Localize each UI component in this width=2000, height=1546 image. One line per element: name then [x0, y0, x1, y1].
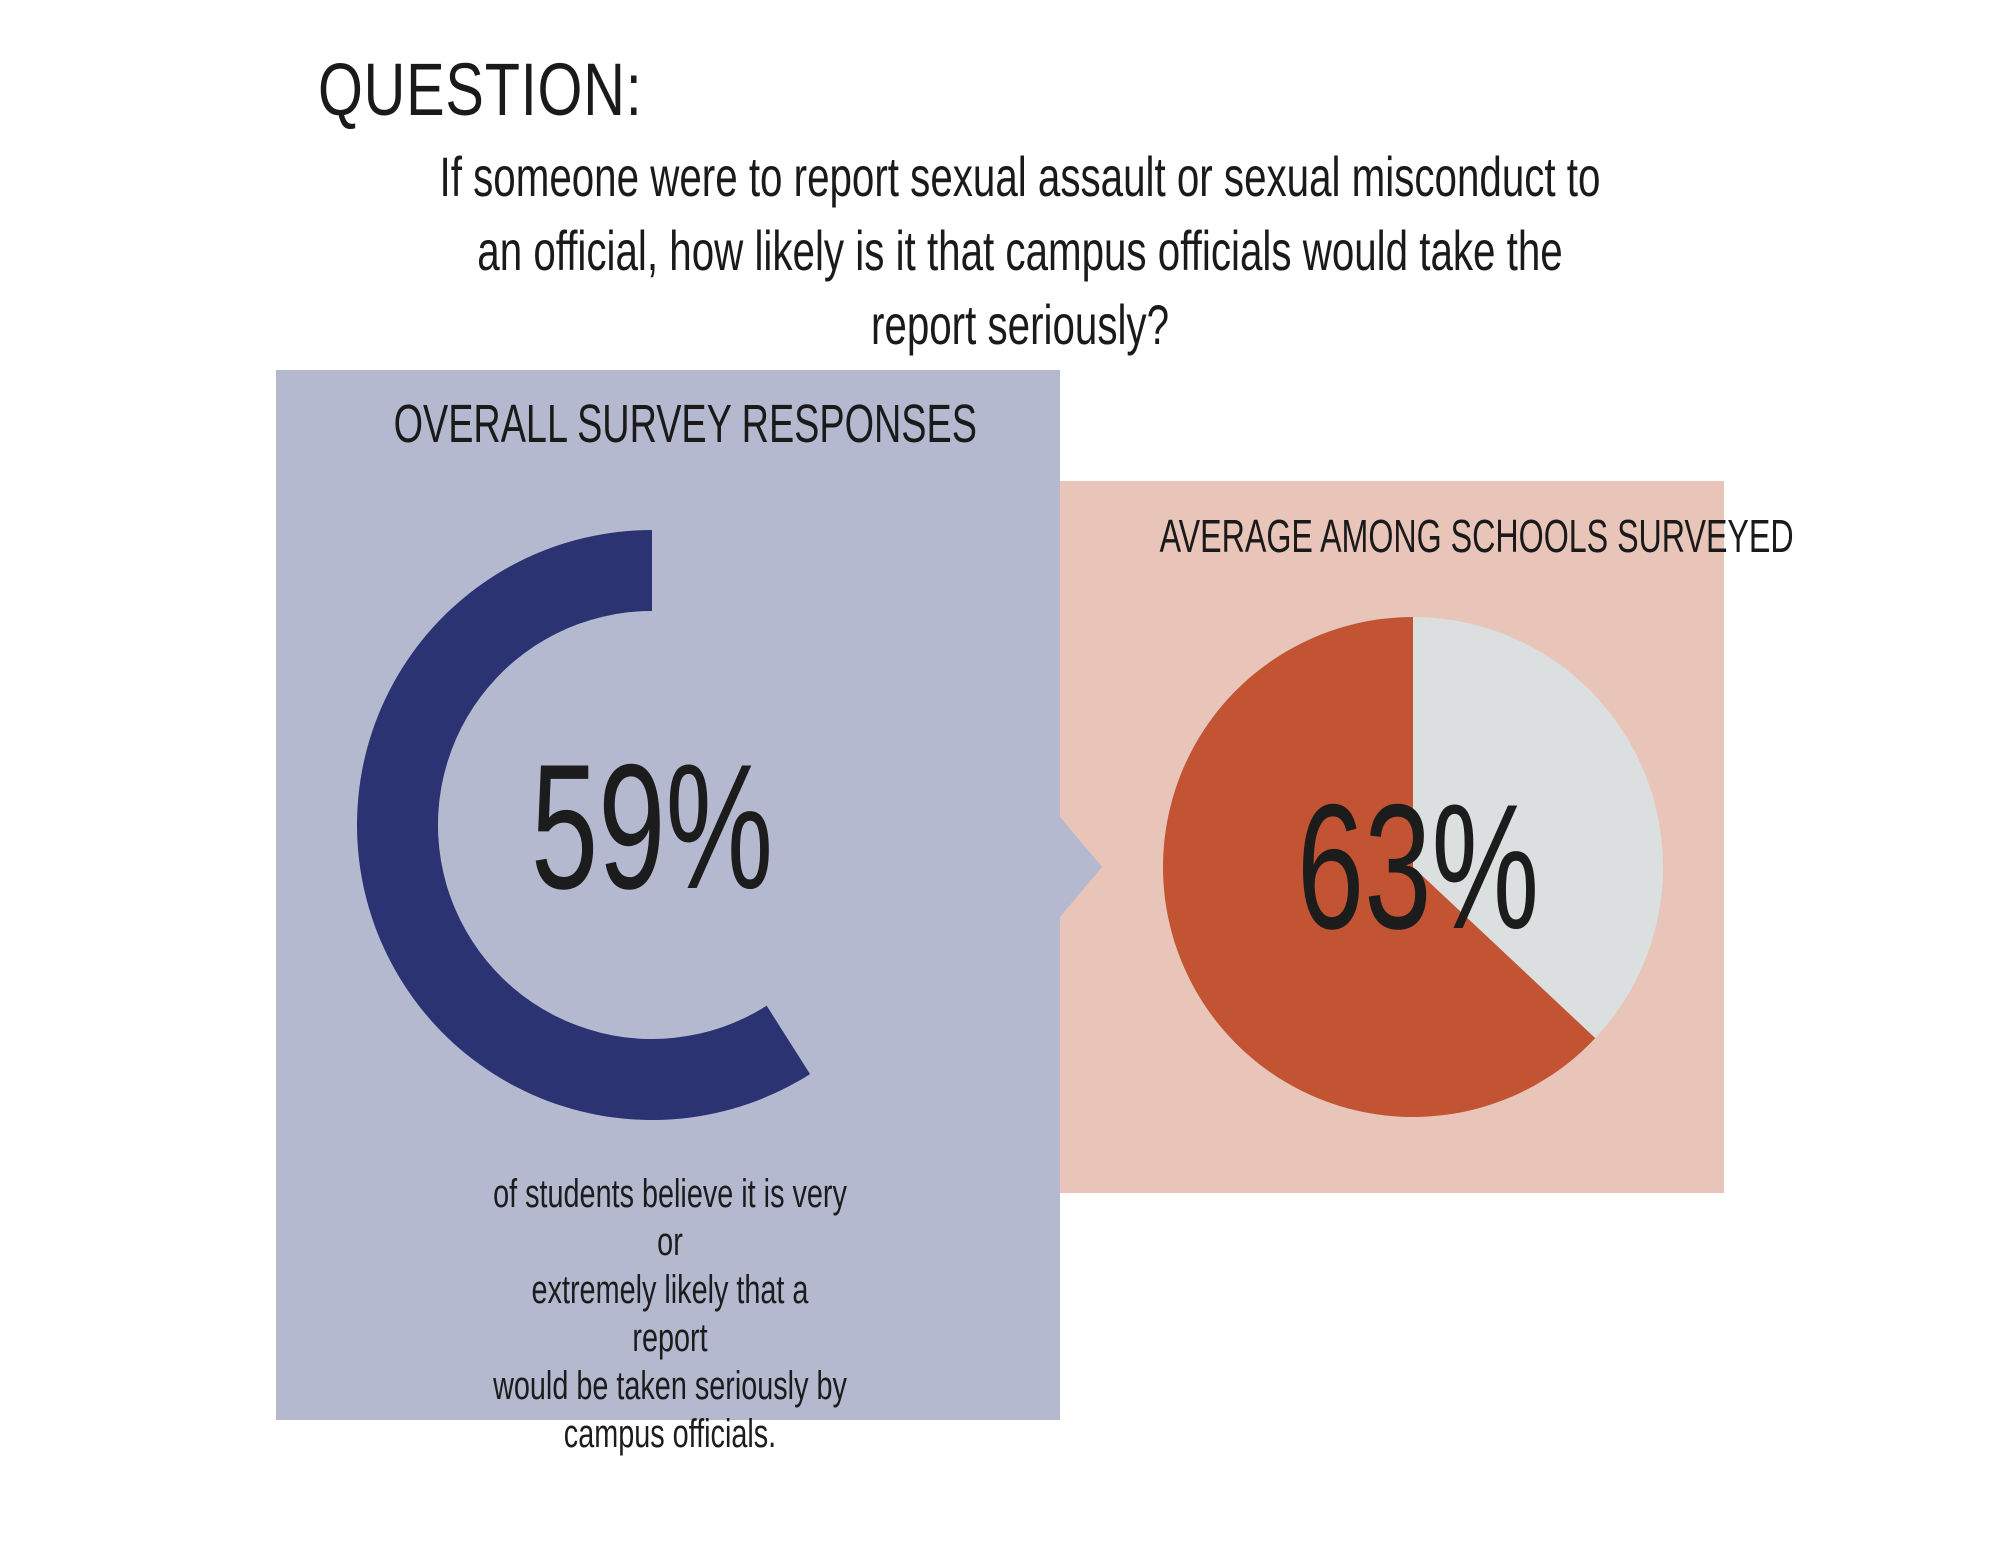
question-label: QUESTION:	[318, 48, 643, 131]
overall-caption: of students believe it is very or extrem…	[490, 1170, 850, 1458]
caption-line: campus officials.	[563, 1412, 777, 1456]
caption-line: would be taken seriously by	[493, 1364, 847, 1408]
question-line: report seriously?	[870, 293, 1170, 356]
pie-slice-value	[1162, 617, 1596, 1118]
average-value-label: 63%	[1297, 768, 1539, 967]
caption-line: of students believe it is very or	[493, 1172, 847, 1264]
question-line: an official, how likely is it that campu…	[477, 219, 1563, 282]
donut-slice-value	[357, 530, 811, 1120]
average-pie-chart	[1162, 617, 1663, 1118]
overall-title: OVERALL SURVEY RESPONSES	[393, 394, 977, 454]
overall-donut-chart	[357, 530, 811, 1120]
panel-pointer	[1060, 817, 1102, 917]
question-line: If someone were to report sexual assault…	[439, 145, 1601, 208]
overall-value-label: 59%	[531, 728, 773, 927]
pie-slice-remainder	[1413, 617, 1663, 1039]
question-text: If someone were to report sexual assault…	[430, 140, 1611, 362]
caption-line: extremely likely that a report	[531, 1268, 809, 1360]
